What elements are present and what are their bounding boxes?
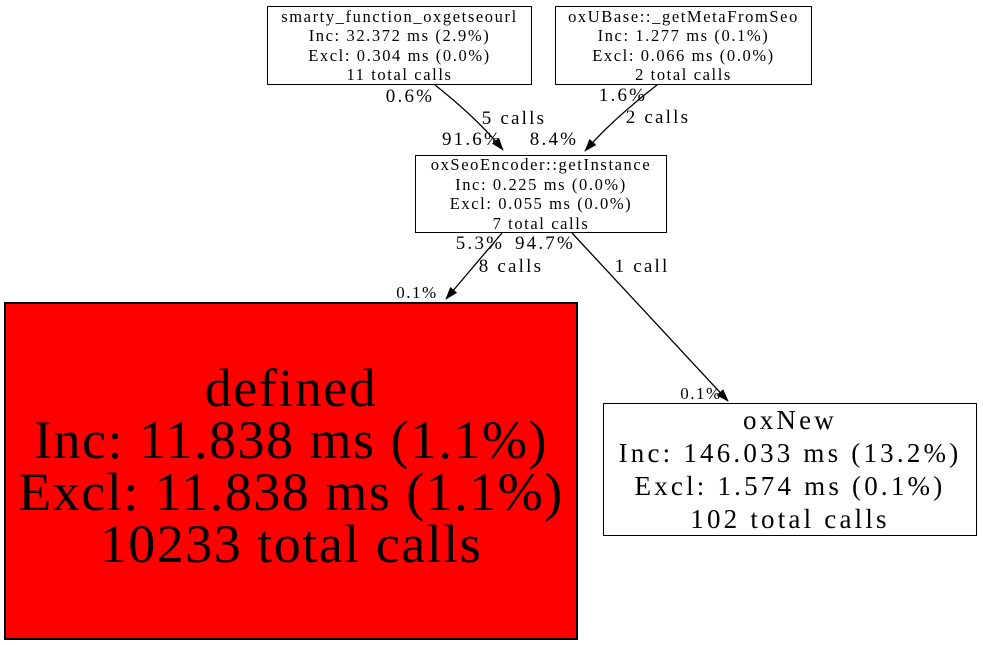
edge-tail-percent-label: 1.6%	[598, 85, 648, 106]
edge-calls-label: 1 call	[614, 256, 670, 277]
node-total-calls: 102 total calls	[690, 503, 890, 534]
node-inclusive-time: Inc: 11.838 ms (1.1%)	[34, 410, 548, 470]
node-title: oxNew	[743, 404, 837, 435]
node-exclusive-time: Excl: 0.066 ms (0.0%)	[592, 45, 775, 65]
node-exclusive-time: Excl: 11.838 ms (1.1%)	[18, 462, 564, 522]
edge-getinstance-to-defined-arrow	[445, 232, 503, 300]
node-title: oxSeoEncoder::getInstance	[430, 155, 652, 174]
edge-getinstance-to-oxnew-arrow	[571, 232, 729, 402]
node-total-calls: 10233 total calls	[99, 514, 483, 574]
node-defined-hotspot: defined Inc: 11.838 ms (1.1%) Excl: 11.8…	[4, 302, 578, 640]
node-title: smarty_function_oxgetseourl	[281, 6, 518, 26]
edge-tail-percent-label: 0.6%	[385, 86, 435, 107]
edge-calls-label: 2 calls	[625, 107, 691, 128]
edge-smarty-to-getinstance-arrow	[434, 84, 504, 151]
node-exclusive-time: Excl: 1.574 ms (0.1%)	[634, 470, 946, 501]
node-total-calls: 11 total calls	[346, 65, 453, 84]
node-oxubase-getmetafromseo: oxUBase::_getMetaFromSeo Inc: 1.277 ms (…	[555, 6, 812, 85]
node-title: defined	[204, 358, 378, 418]
node-title: oxUBase::_getMetaFromSeo	[568, 6, 799, 26]
node-oxnew: oxNew Inc: 146.033 ms (13.2%) Excl: 1.57…	[603, 403, 977, 536]
node-total-calls: 7 total calls	[492, 213, 590, 233]
node-inclusive-time: Inc: 146.033 ms (13.2%)	[618, 437, 962, 468]
edge-calls-label: 5 calls	[481, 108, 547, 129]
node-oxseoencoder-getinstance: oxSeoEncoder::getInstance Inc: 0.225 ms …	[415, 155, 667, 233]
edge-head-percent-label: 8.4%	[529, 129, 579, 150]
node-inclusive-time: Inc: 1.277 ms (0.1%)	[597, 26, 770, 45]
edge-tail-percent-label: 94.7%	[514, 233, 576, 254]
node-exclusive-time: Excl: 0.304 ms (0.0%)	[308, 45, 491, 65]
edge-oxubase-to-getinstance-arrow	[584, 84, 658, 152]
edge-head-percent-label: 91.6%	[441, 129, 503, 150]
edge-head-percent-label: 0.1%	[680, 384, 722, 403]
node-inclusive-time: Inc: 0.225 ms (0.0%)	[455, 174, 627, 194]
node-inclusive-time: Inc: 32.372 ms (2.9%)	[308, 26, 491, 45]
node-exclusive-time: Excl: 0.055 ms (0.0%)	[449, 194, 633, 213]
node-smarty-function-oxgetseourl: smarty_function_oxgetseourl Inc: 32.372 …	[267, 6, 532, 85]
edge-tail-percent-label: 5.3%	[455, 233, 505, 254]
edge-calls-label: 8 calls	[478, 256, 544, 277]
node-total-calls: 2 total calls	[635, 65, 732, 84]
edge-head-percent-label: 0.1%	[396, 283, 438, 302]
